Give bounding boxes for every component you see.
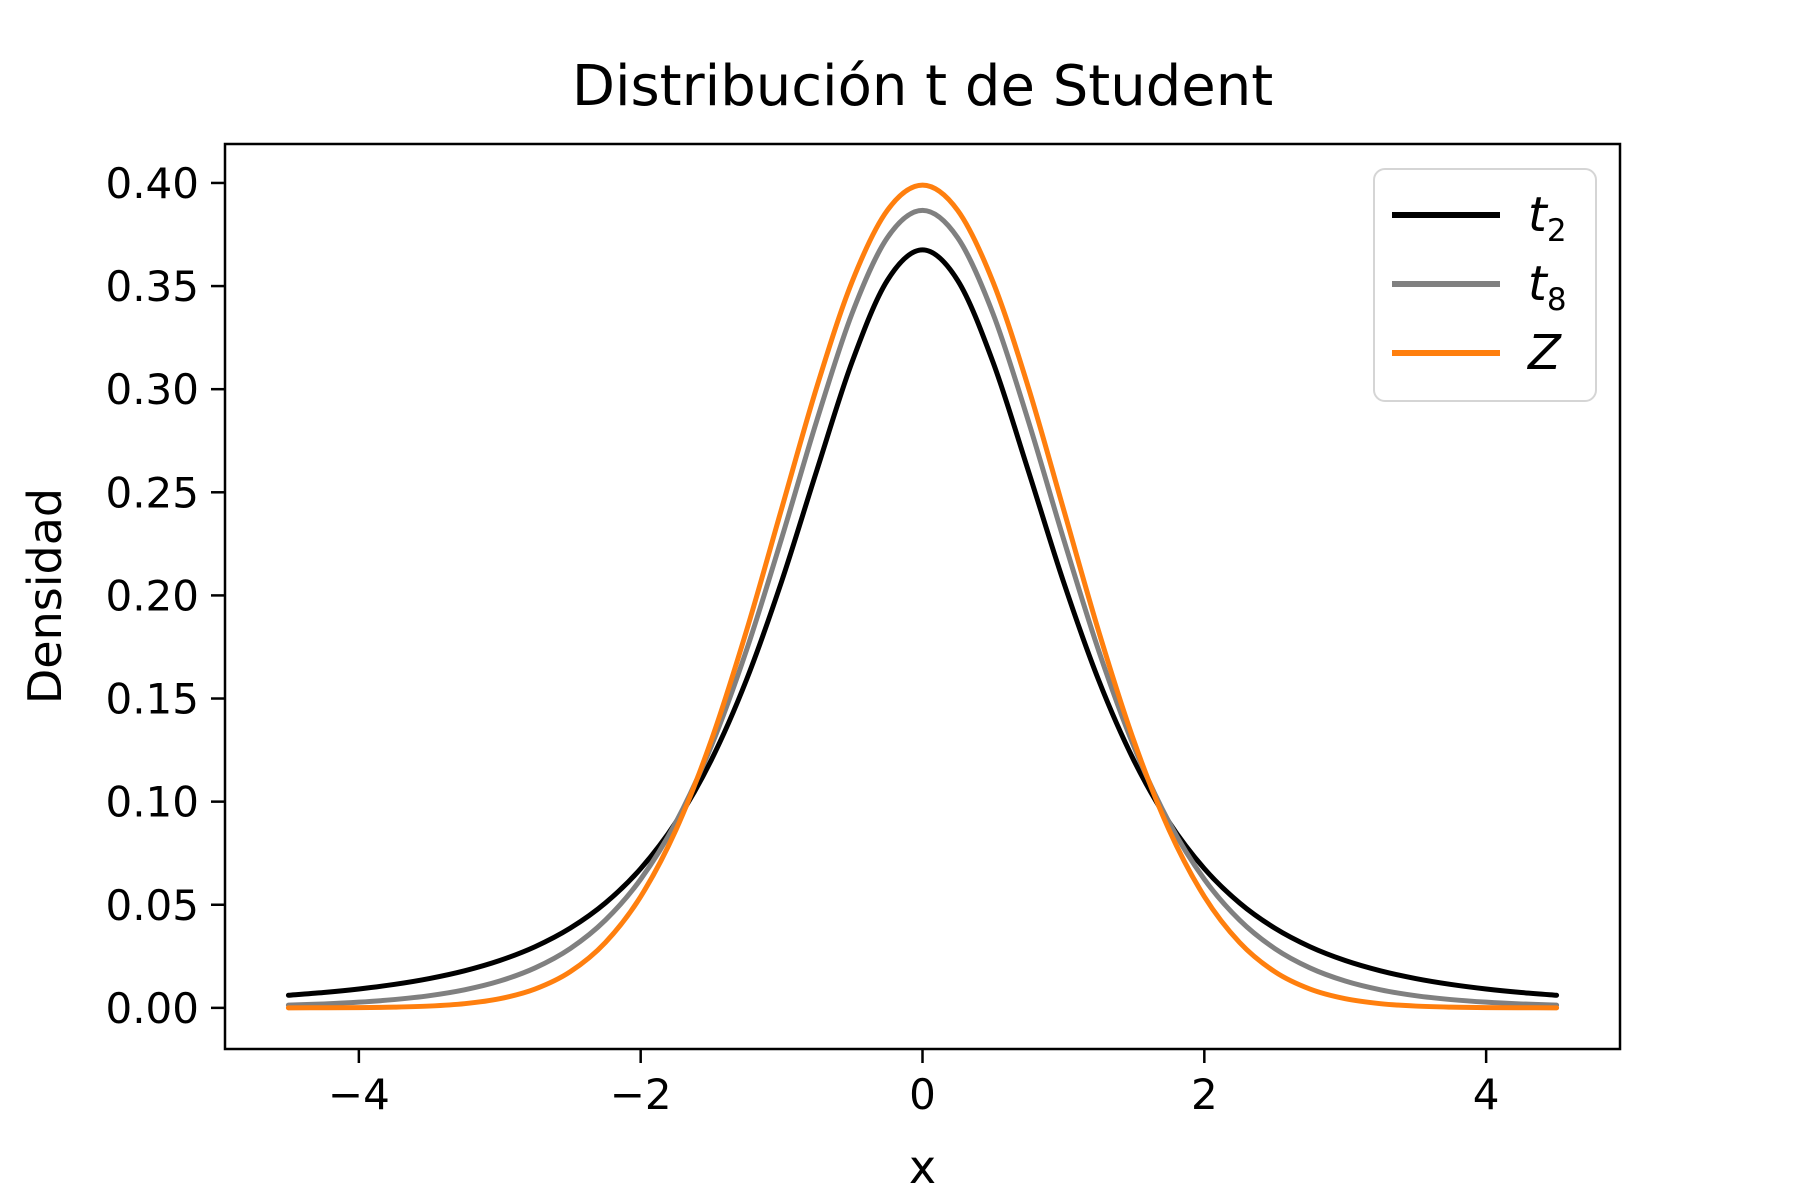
x-tick-label: −2 [610, 1070, 672, 1119]
curve-t_8 [285, 207, 1560, 1008]
y-tick-label: 0.25 [105, 468, 199, 517]
chart-title: Distribución t de Student [571, 54, 1274, 119]
legend-label-z: Z [1528, 325, 1561, 382]
curve-t_2 [285, 247, 1560, 998]
legend-line-swatch-t2 [1392, 211, 1500, 218]
x-tick-label: −4 [328, 1070, 390, 1119]
y-tick-label: 0.20 [105, 571, 199, 620]
y-tick-label: 0.30 [105, 365, 199, 414]
y-tick-label: 0.05 [105, 881, 199, 930]
y-tick-label: 0.15 [105, 675, 199, 724]
legend-item-z: Z [1375, 329, 1595, 377]
x-tick-label: 2 [1191, 1070, 1218, 1119]
y-axis-label: Densidad [18, 487, 72, 705]
y-tick-label: 0.10 [105, 778, 199, 827]
y-tick-label: 0.35 [105, 262, 199, 311]
legend-label-t2: t2 [1528, 186, 1567, 249]
x-tick-label: 4 [1473, 1070, 1500, 1119]
y-tick-label: 0.00 [105, 984, 199, 1033]
legend-line-swatch-z [1392, 350, 1500, 357]
x-axis-label: x [908, 1140, 937, 1194]
x-tick-label: 0 [909, 1070, 936, 1119]
legend-label-t8: t8 [1528, 255, 1567, 318]
legend-item-t8: t8 [1375, 255, 1595, 318]
legend-line-swatch-t8 [1392, 280, 1500, 287]
y-tick-label: 0.40 [105, 159, 199, 208]
curve-Z [285, 182, 1560, 1011]
legend: t2 t8 Z [1373, 168, 1597, 402]
legend-item-t2: t2 [1375, 186, 1595, 249]
